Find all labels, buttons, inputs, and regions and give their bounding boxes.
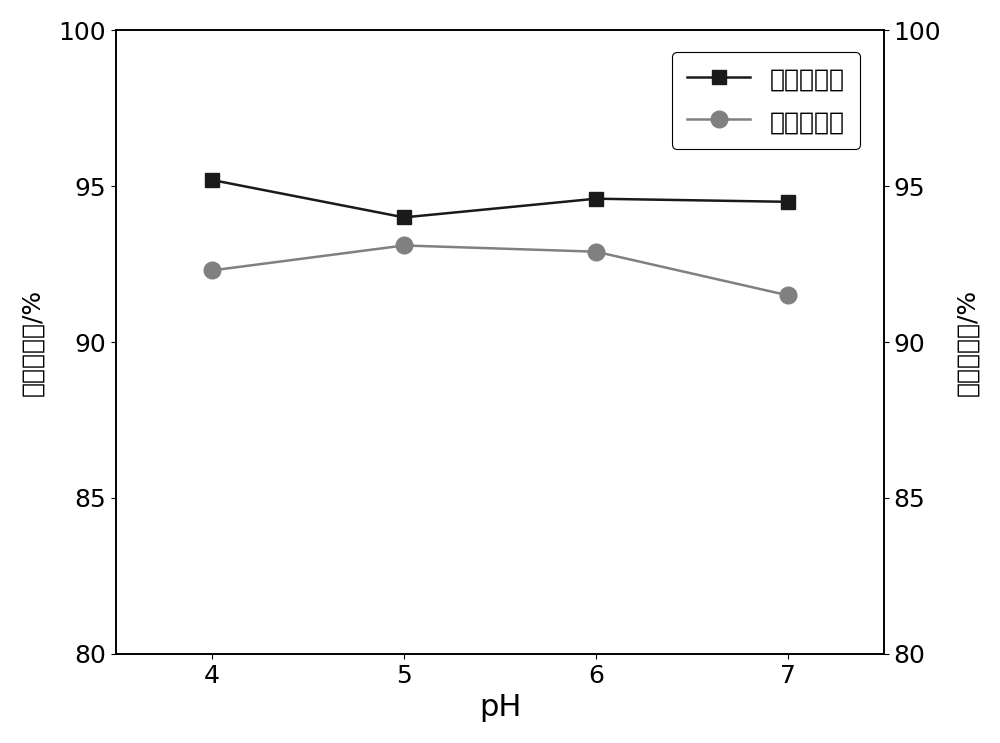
多糖保留率 <box>398 241 410 250</box>
Y-axis label: 多糖脱色率/%: 多糖脱色率/% <box>21 288 45 396</box>
多糖脱色率 <box>590 194 602 203</box>
多糖保留率 <box>782 291 794 300</box>
多糖脱色率 <box>398 213 410 222</box>
X-axis label: pH: pH <box>479 693 521 722</box>
Y-axis label: 多糖保留率/%: 多糖保留率/% <box>955 288 979 396</box>
多糖脱色率 <box>782 198 794 207</box>
Line: 多糖保留率: 多糖保留率 <box>204 237 796 304</box>
多糖保留率 <box>590 247 602 256</box>
多糖保留率 <box>206 266 218 275</box>
多糖脱色率 <box>206 175 218 184</box>
Line: 多糖脱色率: 多糖脱色率 <box>205 173 795 224</box>
Legend: 多糖脱色率, 多糖保留率: 多糖脱色率, 多糖保留率 <box>672 52 860 149</box>
